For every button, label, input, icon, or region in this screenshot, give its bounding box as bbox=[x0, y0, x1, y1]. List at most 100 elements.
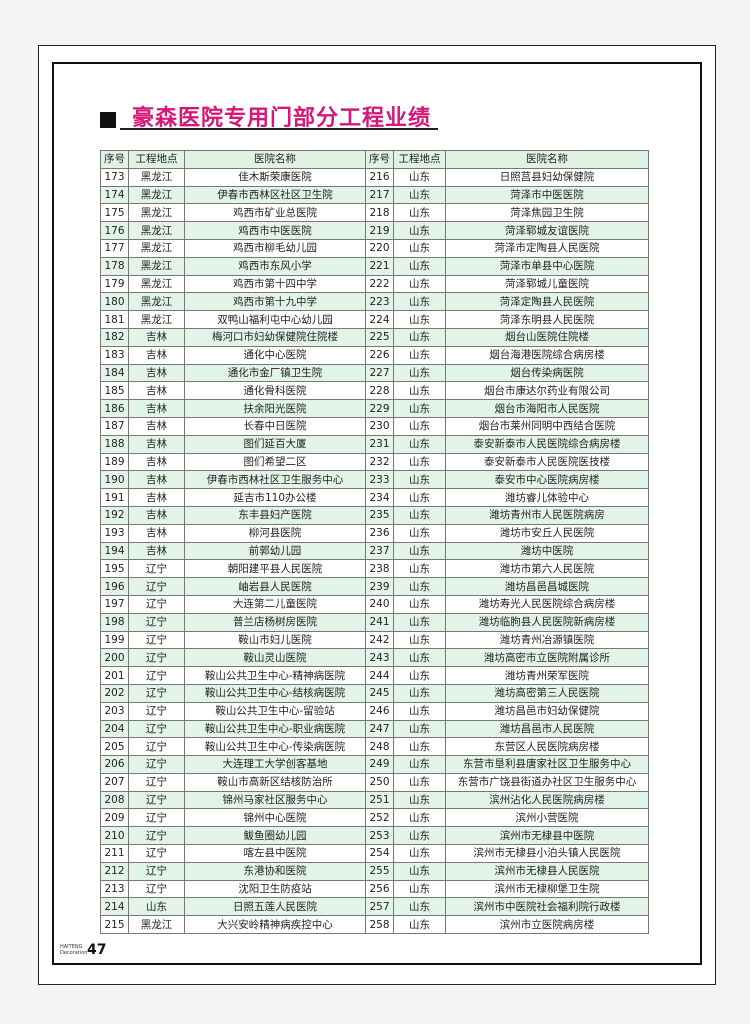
table-row: 182 吉林 梅河口市妇幼保健院住院楼 225 山东 烟台山医院住院楼 bbox=[100, 327, 649, 347]
row-hospital: 鸡西市柳毛幼儿园 bbox=[184, 238, 366, 258]
row-no: 183 bbox=[100, 345, 129, 365]
row-no: 229 bbox=[365, 399, 394, 418]
row-location: 山东 bbox=[393, 541, 446, 561]
row-hospital: 日照五莲人民医院 bbox=[184, 897, 366, 917]
row-location: 辽宁 bbox=[128, 559, 185, 579]
row-no: 194 bbox=[100, 541, 129, 561]
row-no: 215 bbox=[100, 915, 129, 935]
row-hospital: 烟台海港医院综合病房楼 bbox=[445, 345, 649, 365]
row-no: 196 bbox=[100, 577, 129, 596]
row-location: 山东 bbox=[393, 345, 446, 365]
row-location: 山东 bbox=[393, 790, 446, 810]
row-hospital: 菏泽市中医医院 bbox=[445, 185, 649, 205]
header-hospital: 医院名称 bbox=[184, 150, 366, 169]
row-no: 221 bbox=[365, 256, 394, 276]
row-no: 208 bbox=[100, 790, 129, 810]
row-hospital: 泰安新泰市人民医院综合病房楼 bbox=[445, 434, 649, 454]
table-row: 199 辽宁 鞍山市妇儿医院 242 山东 潍坊青州冶源镇医院 bbox=[100, 630, 649, 650]
row-location: 黑龙江 bbox=[128, 185, 185, 205]
row-location: 辽宁 bbox=[128, 861, 185, 881]
table-row: 177 黑龙江 鸡西市柳毛幼儿园 220 山东 菏泽市定陶县人民医院 bbox=[100, 238, 649, 258]
row-no: 185 bbox=[100, 381, 129, 401]
row-no: 193 bbox=[100, 523, 129, 543]
row-hospital: 潍坊临朐县人民医院新病房楼 bbox=[445, 612, 649, 632]
row-no: 209 bbox=[100, 808, 129, 828]
row-no: 197 bbox=[100, 594, 129, 614]
row-location: 山东 bbox=[393, 185, 446, 205]
table-row: 195 辽宁 朝阳建平县人民医院 238 山东 潍坊市第六人民医院 bbox=[100, 559, 649, 579]
row-location: 山东 bbox=[393, 523, 446, 543]
row-no: 199 bbox=[100, 630, 129, 650]
row-location: 山东 bbox=[393, 755, 446, 774]
row-hospital: 岫岩县人民医院 bbox=[184, 577, 366, 596]
row-hospital: 潍坊寿光人民医院综合病房楼 bbox=[445, 594, 649, 614]
row-hospital: 潍坊青州冶源镇医院 bbox=[445, 630, 649, 650]
row-hospital: 通化中心医院 bbox=[184, 345, 366, 365]
table-row: 191 吉林 延吉市110办公楼 234 山东 潍坊睿儿体验中心 bbox=[100, 488, 649, 507]
row-hospital: 喀左县中医院 bbox=[184, 844, 366, 863]
row-no: 245 bbox=[365, 683, 394, 703]
row-hospital: 滨州市无棣县人民医院 bbox=[445, 861, 649, 881]
row-hospital: 鞍山公共卫生中心-精神病医院 bbox=[184, 666, 366, 685]
row-hospital: 朝阳建平县人民医院 bbox=[184, 559, 366, 579]
title-square-icon bbox=[100, 112, 116, 128]
row-location: 山东 bbox=[393, 666, 446, 685]
row-hospital: 菏泽东明县人民医院 bbox=[445, 310, 649, 329]
row-hospital: 柳河县医院 bbox=[184, 523, 366, 543]
row-location: 辽宁 bbox=[128, 701, 185, 721]
table-row: 206 辽宁 大连理工大学创客基地 249 山东 东营市垦利县唐家社区卫生服务中心 bbox=[100, 755, 649, 774]
row-hospital: 东营区人民医院病房楼 bbox=[445, 737, 649, 757]
row-no: 237 bbox=[365, 541, 394, 561]
row-hospital: 烟台山医院住院楼 bbox=[445, 327, 649, 347]
row-location: 山东 bbox=[393, 630, 446, 650]
row-location: 山东 bbox=[393, 559, 446, 579]
row-hospital: 潍坊高密市立医院附属诊所 bbox=[445, 648, 649, 668]
row-location: 山东 bbox=[393, 879, 446, 899]
row-location: 山东 bbox=[393, 915, 446, 935]
row-no: 212 bbox=[100, 861, 129, 881]
row-no: 213 bbox=[100, 879, 129, 899]
row-no: 182 bbox=[100, 327, 129, 347]
row-location: 吉林 bbox=[128, 505, 185, 525]
row-no: 187 bbox=[100, 416, 129, 436]
header-no: 序号 bbox=[100, 150, 129, 169]
row-no: 230 bbox=[365, 416, 394, 436]
row-hospital: 伊春市西林区社区卫生院 bbox=[184, 185, 366, 205]
row-hospital: 鸡西市第十四中学 bbox=[184, 274, 366, 294]
table-row: 194 吉林 前郭幼儿园 237 山东 潍坊中医院 bbox=[100, 541, 649, 561]
row-location: 黑龙江 bbox=[128, 203, 185, 223]
row-location: 山东 bbox=[393, 470, 446, 490]
row-location: 山东 bbox=[393, 737, 446, 757]
row-location: 辽宁 bbox=[128, 683, 185, 703]
row-no: 184 bbox=[100, 363, 129, 383]
row-no: 210 bbox=[100, 826, 129, 846]
row-location: 吉林 bbox=[128, 452, 185, 472]
table-row: 186 吉林 扶余阳光医院 229 山东 烟台市海阳市人民医院 bbox=[100, 399, 649, 418]
row-location: 辽宁 bbox=[128, 755, 185, 774]
row-location: 黑龙江 bbox=[128, 221, 185, 240]
row-no: 202 bbox=[100, 683, 129, 703]
row-location: 辽宁 bbox=[128, 879, 185, 899]
row-location: 吉林 bbox=[128, 345, 185, 365]
table-row: 187 吉林 长春中日医院 230 山东 烟台市莱州同明中西结合医院 bbox=[100, 416, 649, 436]
row-no: 256 bbox=[365, 879, 394, 899]
row-no: 251 bbox=[365, 790, 394, 810]
row-no: 253 bbox=[365, 826, 394, 846]
row-no: 175 bbox=[100, 203, 129, 223]
row-location: 山东 bbox=[393, 310, 446, 329]
table-row: 179 黑龙江 鸡西市第十四中学 222 山东 菏泽郓城儿童医院 bbox=[100, 274, 649, 294]
row-hospital: 菏泽焦园卫生院 bbox=[445, 203, 649, 223]
row-no: 205 bbox=[100, 737, 129, 757]
row-no: 234 bbox=[365, 488, 394, 507]
row-hospital: 锦州中心医院 bbox=[184, 808, 366, 828]
row-no: 225 bbox=[365, 327, 394, 347]
table-row: 178 黑龙江 鸡西市东风小学 221 山东 菏泽市单县中心医院 bbox=[100, 256, 649, 276]
table-row: 214 山东 日照五莲人民医院 257 山东 滨州市中医院社会福利院行政楼 bbox=[100, 897, 649, 917]
row-no: 180 bbox=[100, 292, 129, 312]
row-hospital: 滨州市中医院社会福利院行政楼 bbox=[445, 897, 649, 917]
row-hospital: 鸡西市中医医院 bbox=[184, 221, 366, 240]
row-hospital: 泰安新泰市人民医院医技楼 bbox=[445, 452, 649, 472]
table-row: 201 辽宁 鞍山公共卫生中心-精神病医院 244 山东 潍坊青州荣军医院 bbox=[100, 666, 649, 685]
row-location: 辽宁 bbox=[128, 719, 185, 739]
row-location: 辽宁 bbox=[128, 577, 185, 596]
